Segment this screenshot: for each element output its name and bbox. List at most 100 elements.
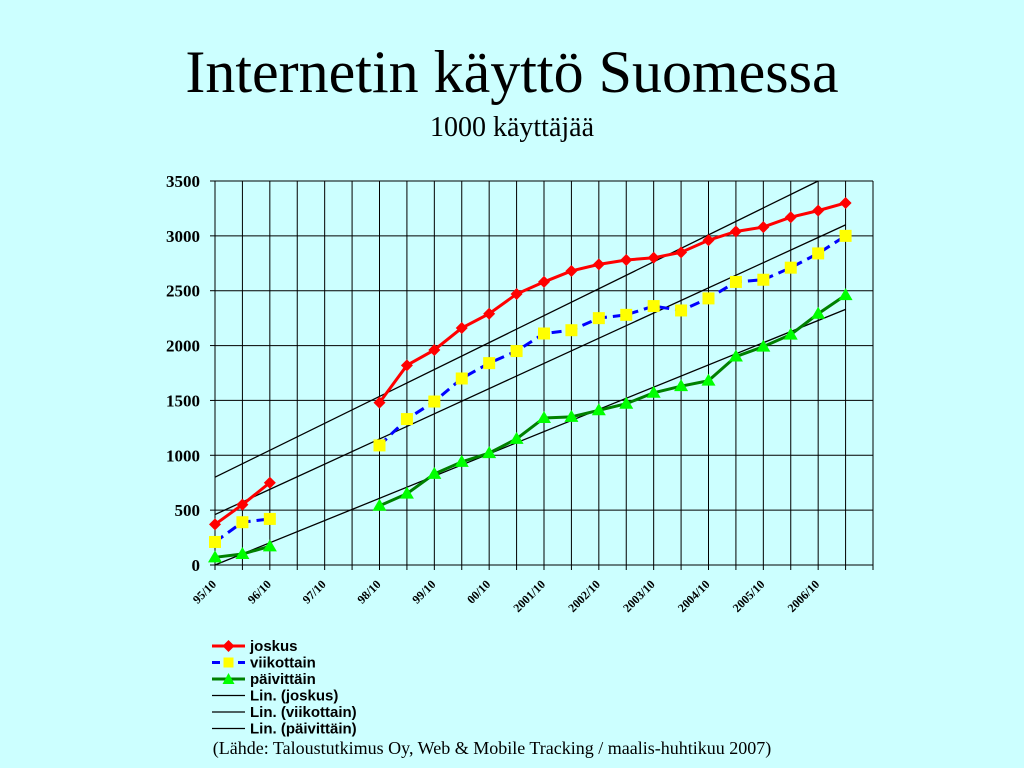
x-tick-label: 96/10 <box>245 577 274 606</box>
data-point <box>811 306 826 319</box>
data-point <box>262 539 277 552</box>
data-point <box>455 322 468 335</box>
x-tick-label: 95/10 <box>190 577 219 606</box>
data-point <box>538 327 550 340</box>
data-point <box>400 359 413 372</box>
data-point <box>208 550 222 563</box>
legend-label: joskus <box>249 638 298 655</box>
data-point <box>373 439 386 452</box>
data-point <box>510 288 523 301</box>
legend-marker <box>222 640 235 652</box>
data-point <box>263 512 276 525</box>
data-point <box>646 385 661 398</box>
data-point <box>702 292 715 305</box>
data-point <box>263 476 276 489</box>
data-point <box>647 300 660 313</box>
x-tick-label: 2006/10 <box>785 577 823 615</box>
data-point <box>701 373 716 386</box>
data-point <box>647 251 660 264</box>
x-tick-label: 2003/10 <box>620 577 658 615</box>
data-point <box>591 403 606 416</box>
trend-line-4 <box>214 224 846 516</box>
data-point <box>482 446 497 459</box>
data-point <box>729 275 742 288</box>
chart-title: Internetin käyttö Suomessa <box>185 39 839 105</box>
data-point <box>675 246 688 259</box>
data-point <box>509 431 524 444</box>
data-point <box>209 518 221 531</box>
data-point <box>483 307 496 320</box>
data-point <box>675 304 688 317</box>
data-point <box>839 229 852 242</box>
data-point <box>784 261 797 274</box>
y-tick-label: 0 <box>192 556 201 575</box>
legend-label: viikottain <box>250 655 316 672</box>
data-point <box>400 413 413 426</box>
data-point <box>428 395 441 408</box>
data-point <box>565 324 578 337</box>
data-point <box>757 273 770 286</box>
legend-label: päivittäin <box>250 671 316 688</box>
legend-marker <box>222 673 235 684</box>
data-point <box>729 225 742 238</box>
x-tick-label: 98/10 <box>354 577 383 606</box>
data-point <box>510 345 523 358</box>
x-tick-label: 97/10 <box>300 577 329 606</box>
data-point <box>839 196 852 209</box>
data-point <box>620 253 633 266</box>
data-point <box>236 516 249 529</box>
data-point <box>783 327 798 340</box>
data-point <box>428 343 441 356</box>
series-line-joskus <box>378 201 846 404</box>
x-tick-label: 2002/10 <box>565 577 603 615</box>
data-point <box>427 466 442 479</box>
data-point <box>209 535 221 548</box>
data-point <box>784 211 797 224</box>
x-tick-label: 2005/10 <box>730 577 768 615</box>
x-tick-label: 2001/10 <box>510 577 548 615</box>
data-point <box>838 288 853 301</box>
data-point <box>373 396 386 409</box>
data-point <box>399 486 414 499</box>
legend-label: Lin. (viikottain) <box>250 704 357 721</box>
y-tick-label: 2500 <box>166 282 200 301</box>
data-point <box>483 357 496 370</box>
y-tick-label: 2000 <box>166 337 200 356</box>
data-point <box>812 204 825 217</box>
trend-line-5 <box>214 308 846 566</box>
x-tick-label: 2004/10 <box>675 577 713 615</box>
data-point <box>455 372 468 385</box>
data-point <box>592 258 605 271</box>
y-tick-label: 1000 <box>166 446 200 465</box>
data-point <box>702 234 715 247</box>
data-point <box>812 247 825 260</box>
data-point <box>674 379 689 392</box>
data-point <box>235 547 250 560</box>
trend-line-3 <box>214 180 819 478</box>
data-point <box>592 312 605 325</box>
chart-subtitle: 1000 käyttäjää <box>429 112 595 143</box>
data-point <box>620 308 633 321</box>
y-tick-label: 3500 <box>166 172 200 191</box>
data-point <box>756 339 771 352</box>
source-note: (Lähde: Taloustutkimus Oy, Web & Mobile … <box>212 738 772 758</box>
legend-marker <box>223 657 234 668</box>
data-point <box>619 396 634 409</box>
data-point <box>564 409 579 422</box>
data-point <box>372 498 387 511</box>
legend-label: Lin. (päivittäin) <box>250 721 357 738</box>
data-point <box>565 264 578 277</box>
data-point <box>537 410 551 423</box>
data-point <box>236 498 249 511</box>
x-tick-label: 99/10 <box>409 577 438 606</box>
y-tick-label: 500 <box>175 501 201 520</box>
y-tick-label: 1500 <box>166 391 200 410</box>
data-point <box>538 275 550 288</box>
data-point <box>757 221 770 234</box>
data-point <box>728 349 743 362</box>
x-tick-label: 00/10 <box>464 577 493 606</box>
data-point <box>454 454 469 467</box>
y-tick-label: 3000 <box>166 227 200 246</box>
legend-label: Lin. (joskus) <box>250 688 338 705</box>
